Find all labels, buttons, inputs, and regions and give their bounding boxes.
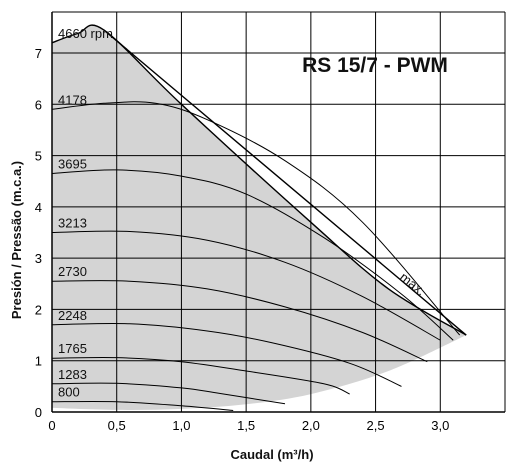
- x-tick-label: 1,5: [237, 418, 255, 433]
- pump-curve-1765: [51, 356, 350, 395]
- y-tick-label: 7: [35, 46, 42, 61]
- curve-label-4178: 4178: [58, 92, 87, 107]
- operating-region-fill: [52, 25, 467, 410]
- x-tick-label: 0: [48, 418, 55, 433]
- curve-label-1283: 1283: [58, 367, 87, 382]
- pump-curve-3213: [51, 230, 441, 341]
- shaded-region-layer: [52, 25, 467, 410]
- max-envelope-line: [103, 29, 467, 336]
- axes-layer: 0 0,5 1,0 1,5 2,0 2,5 3,0 0 1 2 3 4 5 6 7: [35, 11, 506, 433]
- curve-label-3213: 3213: [58, 216, 87, 231]
- curve-label-2730: 2730: [58, 264, 87, 279]
- y-tick-label: 5: [35, 149, 42, 164]
- x-tick-label: 3,0: [431, 418, 449, 433]
- curve-label-1765: 1765: [58, 341, 87, 356]
- y-tick-label: 1: [35, 354, 42, 369]
- y-axis-title: Presión / Pressão (m.c.a.): [9, 161, 24, 319]
- pump-curve-2730: [51, 280, 428, 363]
- y-tick-label: 6: [35, 97, 42, 112]
- grid-layer: [52, 12, 505, 412]
- y-tick-label: 2: [35, 302, 42, 317]
- pump-curve-3695: [51, 169, 454, 341]
- pump-curve-1283: [51, 382, 286, 405]
- x-tick-label: 2,5: [367, 418, 385, 433]
- curves-layer: [51, 24, 467, 411]
- pump-curve-4660-rpm: [51, 24, 467, 336]
- pump-curve-4178: [51, 101, 461, 336]
- x-axis-title: Caudal (m³/h): [230, 447, 313, 462]
- y-tick-label: 3: [35, 251, 42, 266]
- chart-title: RS 15/7 - PWM: [302, 54, 448, 77]
- labels-layer: 4660 rpm4178369532132730224817651283800m…: [58, 26, 428, 400]
- x-tick-label: 0,5: [108, 418, 126, 433]
- y-tick-label: 0: [35, 405, 42, 420]
- curve-label-2248: 2248: [58, 308, 87, 323]
- pump-curve-2248: [51, 322, 402, 387]
- x-tick-label: 2,0: [302, 418, 320, 433]
- x-tick-label: 1,0: [172, 418, 190, 433]
- curve-label-4660-rpm: 4660 rpm: [58, 26, 113, 41]
- curve-label-3695: 3695: [58, 157, 87, 172]
- y-tick-label: 4: [35, 200, 42, 215]
- curve-label-800: 800: [58, 385, 80, 400]
- pump-curve-800: [51, 400, 234, 411]
